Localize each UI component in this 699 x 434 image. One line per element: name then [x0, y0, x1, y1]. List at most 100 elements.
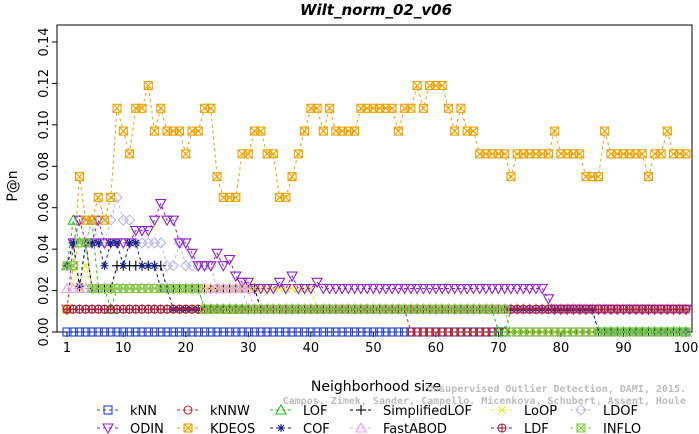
data-point-cof [119, 261, 128, 270]
data-point-odin [486, 283, 499, 295]
x-tick-label: 50 [365, 341, 382, 356]
data-point-knn [362, 327, 372, 337]
data-point-knnw [468, 327, 478, 337]
data-point-cof [106, 238, 115, 247]
data-point-kdeos [506, 172, 516, 182]
legend-label: LoOP [524, 404, 557, 419]
legend-item-ldof: LDOF [570, 404, 638, 419]
legend-item-inflo: INFLO [570, 422, 641, 434]
data-point-kdeos [143, 80, 153, 91]
series-line-fastabod [67, 288, 686, 310]
x-tick-label: 40 [303, 341, 320, 356]
data-point-odin [386, 283, 399, 295]
data-point-odin [504, 283, 517, 295]
legend-label: LDF [524, 422, 549, 434]
data-point-knn [393, 327, 403, 337]
y-tick-label: 0.06 [37, 193, 52, 222]
legend-marker-fastabod [355, 421, 367, 433]
legend-marker-cof [277, 424, 285, 432]
data-point-odin [498, 283, 511, 295]
legend-marker-kdeos [183, 423, 193, 433]
data-point-odin [517, 283, 530, 295]
data-point-kdeos [118, 126, 128, 136]
data-point-loop [268, 284, 278, 293]
data-point-ldof [104, 214, 117, 226]
legend-label: LOF [303, 404, 328, 419]
legend-marker-ldf [497, 423, 507, 433]
data-point-ldof [155, 237, 167, 249]
data-point-odin [404, 283, 417, 295]
data-point-knn [156, 327, 166, 337]
data-point-kdeos [350, 126, 360, 136]
data-point-kdeos [137, 103, 147, 113]
data-point-kdeos [300, 126, 310, 136]
data-point-kdeos [643, 172, 654, 182]
data-point-kdeos [287, 172, 297, 182]
legend-item-knn: kNN [97, 404, 157, 419]
data-point-odin [236, 277, 249, 289]
data-point-knn [268, 327, 278, 337]
data-point-knn [275, 327, 285, 337]
data-point-knn [112, 327, 122, 337]
data-point-odin [461, 283, 474, 295]
series-line-lof [66, 219, 686, 333]
data-point-odin [329, 283, 342, 295]
data-point-kdeos [231, 192, 241, 202]
data-point-cof [150, 261, 159, 270]
data-point-kdeos [106, 192, 116, 202]
data-point-knn [350, 327, 360, 337]
data-point-odin [511, 283, 524, 295]
data-point-knn [306, 327, 316, 337]
data-point-fastabod [236, 282, 249, 294]
data-point-ldof [123, 214, 136, 226]
data-point-knn [168, 327, 178, 337]
data-point-loop [262, 284, 272, 293]
data-point-kdeos [93, 192, 103, 202]
series-lof [61, 214, 692, 337]
series-simplifiedlof [62, 237, 691, 315]
data-point-knn [193, 327, 203, 337]
legend-label: KDEOS [210, 422, 255, 434]
data-point-odin [311, 277, 324, 289]
data-point-odin [373, 283, 386, 295]
data-point-loop [275, 284, 284, 293]
data-point-odin [379, 283, 392, 295]
series-line-kdeos [66, 83, 686, 310]
data-point-kdeos [325, 103, 335, 113]
legend-marker-ldof [575, 404, 587, 416]
data-point-odin [286, 271, 299, 283]
data-point-kdeos [500, 149, 510, 159]
x-tick-label: 20 [178, 341, 195, 356]
data-point-kdeos [637, 149, 647, 159]
data-point-odin [429, 283, 442, 295]
data-point-inflo [500, 304, 510, 314]
series-odin [61, 199, 692, 316]
data-point-odin [323, 283, 336, 295]
data-point-kdeos [156, 103, 166, 113]
x-tick-label: 60 [428, 341, 445, 356]
data-point-knn [256, 327, 266, 337]
data-point-odin [436, 283, 449, 295]
y-tick-label: 0.02 [37, 276, 52, 305]
legend-label: INFLO [603, 422, 641, 434]
data-point-knnw [437, 327, 447, 337]
data-point-knn [250, 327, 260, 337]
data-point-knn [87, 327, 97, 337]
data-point-kdeos [174, 126, 185, 136]
y-tick-label: 0.12 [37, 69, 52, 98]
data-point-odin [217, 261, 230, 272]
data-point-odin [392, 283, 405, 295]
plot-area: 1 10 20 30 40 50 60 70 80 90 100 0.00 0.02 0.04 0.06 0.… [37, 24, 698, 356]
data-point-odin [530, 283, 542, 295]
data-point-kdeos [312, 103, 322, 113]
data-point-odin [304, 283, 317, 295]
x-tick-label: 70 [490, 341, 507, 356]
data-point-odin [204, 261, 217, 272]
data-point-odin [136, 225, 148, 237]
data-point-knnw [450, 327, 460, 337]
data-point-knn [162, 327, 172, 337]
legend-item-lof: LOF [270, 403, 328, 419]
legend-label: SimplifiedLOF [383, 404, 472, 419]
data-point-fastabod [242, 282, 255, 294]
data-point-kdeos [593, 172, 604, 182]
